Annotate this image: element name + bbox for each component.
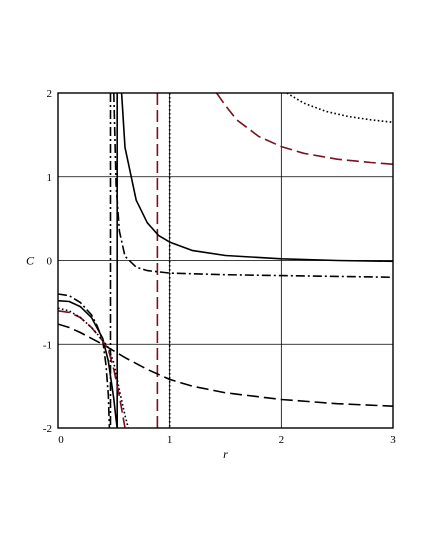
y-tick-label: -1 — [43, 339, 52, 351]
x-axis-label: r — [223, 447, 228, 461]
series-2-dashdot-segment-2 — [113, 93, 393, 279]
series-1-solid-segment-2 — [120, 93, 393, 263]
series-lines — [58, 93, 393, 428]
y-tick-labels: -2 -1 0 1 2 — [43, 88, 53, 435]
plot-frame — [57, 92, 394, 429]
series-2-dashdot-segment-1 — [58, 293, 111, 428]
y-tick-label: 1 — [47, 172, 53, 184]
x-tick-label: 1 — [167, 434, 173, 446]
series-5-dotted-segment-2 — [286, 93, 393, 124]
y-tick-label: 2 — [47, 88, 53, 100]
y-axis-label: C — [26, 254, 35, 268]
series-1-solid-segment-1 — [58, 299, 118, 428]
y-tick-label: -2 — [43, 423, 52, 435]
x-tick-label: 3 — [390, 434, 396, 446]
y-tick-label: 0 — [47, 256, 53, 268]
x-tick-label: 2 — [279, 434, 285, 446]
x-tick-label: 0 — [58, 434, 64, 446]
series-5-dotted-segment-1 — [58, 307, 130, 428]
series-3-longdash-segment-1 — [58, 323, 393, 407]
x-tick-labels: 0 1 2 3 — [58, 434, 396, 446]
series-4-longdash-segment-2 — [215, 93, 393, 165]
